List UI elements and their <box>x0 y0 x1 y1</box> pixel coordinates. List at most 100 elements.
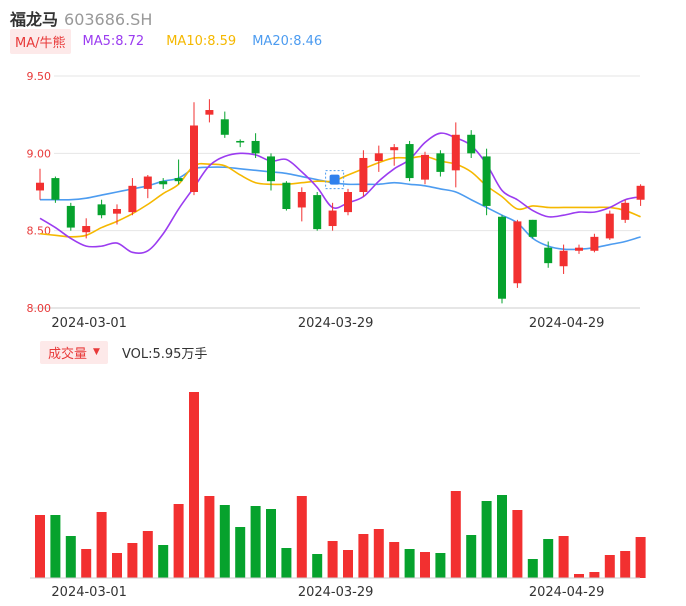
candle <box>467 130 476 158</box>
ma20-line <box>40 166 641 251</box>
candle <box>344 188 352 216</box>
volume-bar <box>450 491 461 578</box>
candle-body <box>374 153 383 162</box>
volume-bar <box>635 537 646 578</box>
volume-bar <box>50 515 61 578</box>
volume-bar <box>558 536 569 578</box>
volume-bar <box>112 553 122 578</box>
candle <box>636 184 645 206</box>
volume-bar <box>327 541 338 578</box>
candle <box>513 219 522 288</box>
candle-body <box>82 226 91 233</box>
candle <box>143 174 152 199</box>
candle <box>575 244 583 254</box>
ma-legend: MA/牛熊 MA5:8.72 MA10:8.59 MA20:8.46 <box>10 28 323 54</box>
volume-bar <box>142 531 153 578</box>
x-tick-label: 2024-03-29 <box>298 316 374 331</box>
volume-bar <box>435 553 446 578</box>
candle <box>267 153 275 191</box>
candle-body <box>282 182 291 210</box>
volume-bar <box>189 392 199 578</box>
volume-bar <box>127 543 138 578</box>
candle-body <box>36 182 44 191</box>
ma5-legend: MA5:8.72 <box>82 33 145 49</box>
candle-body <box>328 210 337 227</box>
volume-bar <box>250 506 261 578</box>
volume-bar <box>404 549 415 578</box>
candle-body <box>344 192 352 213</box>
x-tick-label: 2024-04-29 <box>529 316 605 331</box>
volume-bar <box>235 527 246 578</box>
candle-body <box>51 178 60 200</box>
candle <box>544 241 553 268</box>
candle <box>205 99 214 123</box>
candle <box>297 187 306 222</box>
candle-body <box>190 125 198 192</box>
volume-bars <box>30 392 646 579</box>
candle-body <box>544 247 553 264</box>
candlesticks <box>36 99 645 304</box>
volume-bar <box>512 510 523 578</box>
x-tick-label: 2024-03-29 <box>298 585 374 600</box>
candle <box>174 159 183 185</box>
candle <box>482 148 491 216</box>
marker-frame <box>325 170 345 190</box>
candle <box>359 150 368 197</box>
candle <box>436 150 445 177</box>
candle-body <box>575 247 583 251</box>
volume-bar <box>543 539 554 578</box>
candle <box>405 140 414 182</box>
volume-bar <box>589 572 600 578</box>
candle <box>590 233 599 253</box>
candle-body <box>313 195 322 230</box>
ma10-line <box>39 155 641 238</box>
candle <box>282 181 291 211</box>
candle-body <box>66 205 75 228</box>
volume-bar <box>481 501 492 578</box>
volume-indicator-selector[interactable]: 成交量 ▼ <box>40 340 108 364</box>
candle-body <box>621 202 630 220</box>
candle-body <box>405 144 414 179</box>
volume-bar <box>158 545 169 578</box>
volume-bar <box>527 559 538 578</box>
y-tick-label: 8.50 <box>27 225 52 238</box>
candle <box>82 218 91 239</box>
volume-x-axis: 2024-03-01 2024-03-29 2024-04-29 <box>51 585 604 600</box>
y-tick-label: 9.50 <box>27 70 52 83</box>
volume-bar <box>296 496 307 578</box>
candle <box>374 145 383 172</box>
candle <box>451 122 460 188</box>
ma-indicator-selector[interactable]: MA/牛熊 <box>10 28 71 54</box>
caret-down-icon: ▼ <box>93 347 100 357</box>
volume-bar <box>343 550 353 578</box>
volume-bar <box>604 555 615 578</box>
volume-bar <box>420 552 430 578</box>
candle-body <box>482 156 491 206</box>
volume-bar <box>65 536 76 578</box>
candle-body <box>267 156 275 182</box>
candle-body <box>113 209 121 214</box>
candle <box>159 178 168 189</box>
ma20-legend: MA20:8.46 <box>252 33 323 49</box>
candle-body <box>605 213 614 239</box>
volume-value: VOL:5.95万手 <box>121 346 208 362</box>
candle-body <box>390 147 399 151</box>
candle-body <box>236 140 245 143</box>
ma10-legend: MA10:8.59 <box>166 33 237 49</box>
candle-body <box>297 192 306 208</box>
crosshair-marker <box>325 170 345 190</box>
y-tick-label: 9.00 <box>27 147 52 160</box>
volume-legend: 成交量 ▼ VOL:5.95万手 <box>40 340 208 364</box>
stock-header: 福龙马 603686.SH <box>10 6 152 29</box>
volume-bar <box>620 551 631 578</box>
candle-body <box>559 250 568 267</box>
volume-bar <box>204 496 215 578</box>
marker-icon <box>329 174 340 185</box>
price-y-axis: 9.50 9.00 8.50 8.00 <box>27 70 52 315</box>
candle-body <box>498 216 506 299</box>
candle <box>190 102 198 196</box>
price-x-axis: 2024-03-01 2024-03-29 2024-04-29 <box>51 316 604 331</box>
candle-body <box>467 134 476 154</box>
volume-bar <box>389 542 400 578</box>
